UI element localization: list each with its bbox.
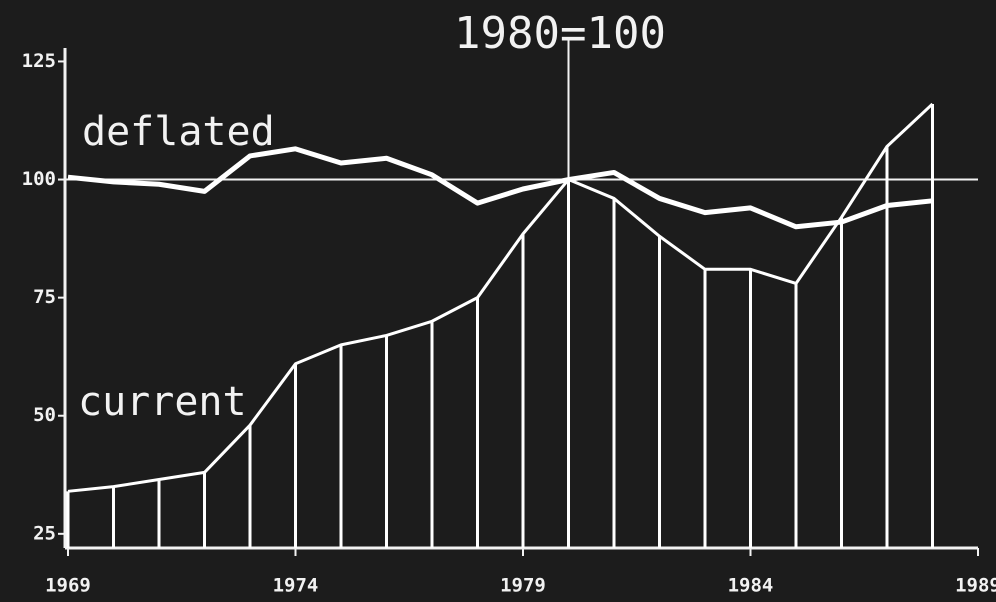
y-tick-label: 50 xyxy=(33,404,56,426)
x-tick-label: 1979 xyxy=(500,575,546,597)
x-tick-label: 1969 xyxy=(45,575,91,597)
series-label: current xyxy=(78,379,247,425)
y-tick-label: 75 xyxy=(33,286,56,308)
y-tick-label: 125 xyxy=(22,50,56,72)
x-tick-label: 1989 xyxy=(955,575,996,597)
annotation: 1980=100 xyxy=(454,8,666,59)
y-tick-label: 100 xyxy=(22,168,56,190)
y-tick-label: 25 xyxy=(33,522,56,544)
x-tick-label: 1974 xyxy=(273,575,319,597)
series-label: deflated xyxy=(82,109,275,155)
x-tick-label: 1984 xyxy=(728,575,774,597)
series-line xyxy=(67,146,933,230)
series-line xyxy=(67,102,934,493)
